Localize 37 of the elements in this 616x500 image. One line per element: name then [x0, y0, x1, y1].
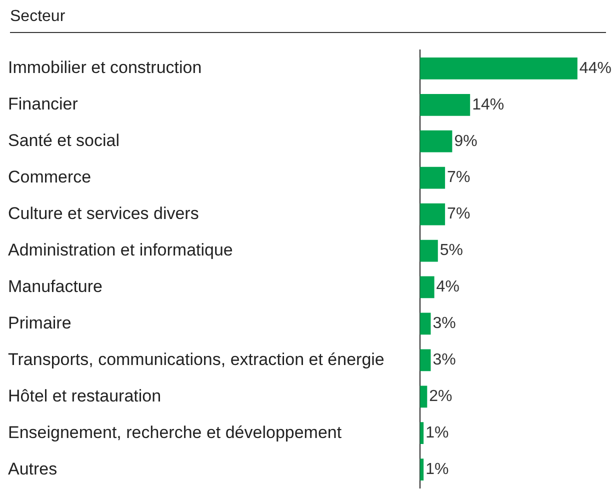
- data-label: 14%: [472, 96, 504, 114]
- y-tick-label: Primaire: [8, 313, 72, 332]
- y-tick-label: Enseignement, recherche et développement: [8, 422, 342, 442]
- y-tick-label: Hôtel et restauration: [8, 386, 162, 406]
- bar: [420, 276, 434, 298]
- bar: [420, 312, 431, 335]
- y-tick-label: Immobilier et construction: [8, 58, 202, 78]
- bar: [420, 203, 446, 226]
- y-tick-label: Administration et informatique: [8, 240, 233, 260]
- data-label: 7%: [447, 169, 470, 186]
- y-tick-label: Commerce: [8, 168, 92, 187]
- data-label: 7%: [447, 206, 470, 223]
- bar: [420, 94, 470, 116]
- data-label: 5%: [440, 242, 464, 260]
- data-label: 1%: [426, 424, 449, 442]
- y-tick-label: Financier: [8, 94, 78, 114]
- y-tick-label: Autres: [8, 459, 58, 478]
- bar: [420, 386, 428, 408]
- y-tick-label: Manufacture: [8, 276, 102, 296]
- bar: [420, 458, 424, 481]
- data-label: 3%: [432, 352, 456, 369]
- bar: [420, 166, 446, 189]
- bar: [420, 57, 578, 80]
- bar: [420, 130, 452, 152]
- bar: [420, 240, 438, 262]
- data-label: 2%: [429, 388, 452, 406]
- data-label: 3%: [432, 315, 456, 332]
- y-tick-label: Santé et social: [8, 131, 120, 150]
- y-tick-label: Transports, communications, extraction et énergie: [8, 350, 384, 369]
- data-label: 44%: [579, 60, 612, 77]
- data-label: 1%: [426, 460, 449, 478]
- data-label: 9%: [454, 132, 478, 150]
- data-label: 4%: [436, 278, 460, 296]
- y-tick-label: Culture et services divers: [8, 204, 199, 223]
- text: Secteur: [10, 8, 606, 33]
- bar: [420, 422, 424, 444]
- bar: [420, 349, 431, 372]
